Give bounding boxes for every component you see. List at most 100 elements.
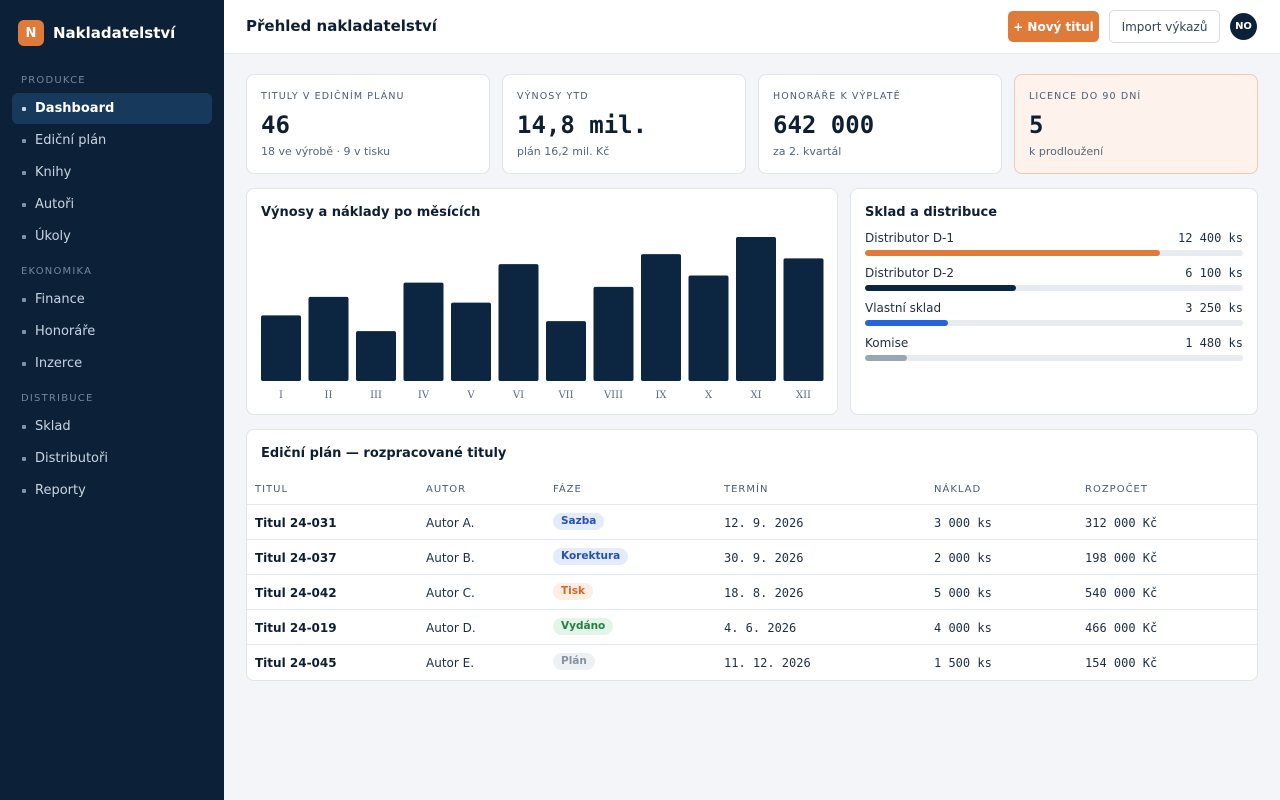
- bullet-icon: [22, 202, 26, 207]
- column-header-termin[interactable]: Termín: [724, 484, 769, 495]
- sidebar-item-label: Distributoři: [35, 451, 108, 466]
- column-header-autor[interactable]: Autor: [426, 484, 467, 495]
- kpi-label: Výnosy YTD: [517, 91, 589, 102]
- bar-IX[interactable]: [641, 254, 681, 381]
- bar-VII[interactable]: [546, 321, 586, 381]
- cell-author: Autor C.: [426, 586, 475, 600]
- kpi-value: 46: [261, 111, 290, 139]
- avatar[interactable]: NO: [1230, 13, 1257, 40]
- topbar: Přehled nakladatelství + Nový titul Impo…: [224, 0, 1280, 54]
- cell-deadline: 4. 6. 2026: [724, 621, 797, 635]
- bar-XII[interactable]: [783, 258, 824, 381]
- bar-VIII[interactable]: [593, 286, 634, 381]
- sidebar-item-knihy[interactable]: Knihy: [12, 157, 212, 188]
- import-reports-button[interactable]: Import výkazů: [1109, 10, 1220, 43]
- sidebar-item-ukoly[interactable]: Úkoly: [12, 221, 212, 252]
- bar-X[interactable]: [688, 275, 729, 381]
- revenue-bar-chart: I II III IV V VI VII VIII IX X XI XII: [261, 237, 824, 401]
- tick-label-XII: XII: [796, 390, 811, 401]
- tick-label-VII: VII: [557, 390, 573, 401]
- cell-deadline: 30. 9. 2026: [724, 551, 804, 565]
- cell-title: Titul 24-042: [255, 586, 337, 600]
- table-row[interactable]: Titul 24-045 Autor E. Plán 11. 12. 2026 …: [247, 645, 1257, 680]
- phase-badge: Vydáno: [553, 618, 614, 635]
- bullet-icon: [22, 138, 26, 143]
- cell-print-run: 4 000 ks: [934, 621, 992, 635]
- stock-value: 12 400 ks: [1177, 231, 1243, 245]
- sidebar-item-finance[interactable]: Finance: [12, 284, 212, 315]
- bullet-icon: [22, 361, 26, 366]
- tick-label-VIII: VIII: [603, 390, 623, 401]
- sidebar-item-sklad[interactable]: Sklad: [12, 411, 212, 442]
- stock-progress-fill: [865, 285, 1017, 291]
- sidebar-item-reporty[interactable]: Reporty: [12, 475, 212, 506]
- stock-progress-track: [865, 250, 1243, 256]
- cell-title: Titul 24-019: [255, 621, 337, 635]
- sidebar-item-label: Sklad: [35, 419, 71, 434]
- kpi-value: 642 000: [773, 111, 875, 139]
- brand-logo: N: [18, 20, 44, 46]
- bar-IV[interactable]: [403, 282, 444, 381]
- bar-XI[interactable]: [736, 237, 776, 381]
- sidebar-item-label: Honoráře: [35, 324, 96, 339]
- table-header-divider: [247, 504, 1257, 505]
- sidebar-item-distributori[interactable]: Distributoři: [12, 443, 212, 474]
- bar-VI[interactable]: [498, 264, 539, 381]
- stock-progress-fill: [865, 250, 1160, 256]
- table-row[interactable]: Titul 24-019 Autor D. Vydáno 4. 6. 2026 …: [247, 610, 1257, 645]
- sidebar-item-dashboard[interactable]: Dashboard: [12, 93, 212, 124]
- stock-progress-track: [865, 320, 1243, 326]
- column-header-faze[interactable]: Fáze: [553, 484, 582, 495]
- bar-I[interactable]: [261, 315, 301, 381]
- phase-badge: Korektura: [553, 548, 629, 565]
- stock-progress-track: [865, 355, 1243, 361]
- sidebar-item-autori[interactable]: Autoři: [12, 189, 212, 220]
- cell-title: Titul 24-037: [255, 551, 337, 565]
- stock-progress-track: [865, 285, 1243, 291]
- bullet-icon: [22, 456, 26, 461]
- brand-name: Nakladatelství: [53, 24, 176, 42]
- bar-V[interactable]: [451, 302, 491, 381]
- revenue-chart-card: Výnosy a náklady po měsících I II III IV V VI…: [246, 188, 838, 415]
- cell-deadline: 18. 8. 2026: [724, 586, 804, 600]
- table-row[interactable]: Titul 24-042 Autor C. Tisk 18. 8. 2026 5…: [247, 575, 1257, 610]
- sidebar-item-honorare[interactable]: Honoráře: [12, 316, 212, 347]
- stock-value: 6 100 ks: [1185, 266, 1243, 280]
- sidebar-item-edicni-plan[interactable]: Ediční plán: [12, 125, 212, 156]
- kpi-card-licences: Licence do 90 dní 5 k prodloužení: [1014, 74, 1258, 174]
- kpi-card-revenue: Výnosy YTD 14,8 mil. plán 16,2 mil. Kč: [502, 74, 746, 174]
- sidebar-item-inzerce[interactable]: Inzerce: [12, 348, 212, 379]
- bullet-icon: [22, 170, 26, 175]
- cell-author: Autor E.: [426, 656, 475, 670]
- brand[interactable]: N Nakladatelství: [18, 20, 175, 46]
- bullet-icon: [22, 424, 26, 429]
- column-header-naklad[interactable]: Náklad: [934, 484, 982, 495]
- column-header-titul[interactable]: Titul: [255, 484, 289, 495]
- new-title-button[interactable]: + Nový titul: [1008, 11, 1099, 42]
- stock-label: Distributor D-1: [865, 231, 955, 245]
- kpi-subtext: k prodloužení: [1029, 145, 1104, 158]
- bar-III[interactable]: [356, 331, 396, 381]
- stock-progress-fill: [865, 355, 907, 361]
- kpi-card-titles: Tituly v edičním plánu 46 18 ve výrobě ·…: [246, 74, 490, 174]
- tick-label-III: III: [370, 390, 382, 401]
- table-row[interactable]: Titul 24-031 Autor A. Sazba 12. 9. 2026 …: [247, 505, 1257, 540]
- sidebar-item-label: Reporty: [35, 483, 86, 498]
- sidebar-item-label: Finance: [35, 292, 85, 307]
- sidebar-item-label: Inzerce: [35, 356, 83, 371]
- column-header-rozpocet[interactable]: Rozpočet: [1085, 484, 1148, 495]
- sidebar-item-label: Dashboard: [35, 101, 115, 116]
- kpi-label: Tituly v edičním plánu: [261, 91, 405, 102]
- tick-label-V: V: [466, 390, 475, 401]
- chart-title: Výnosy a náklady po měsících: [261, 205, 481, 220]
- table-row[interactable]: Titul 24-037 Autor B. Korektura 30. 9. 2…: [247, 540, 1257, 575]
- cell-title: Titul 24-045: [255, 656, 337, 670]
- phase-badge: Plán: [553, 653, 595, 670]
- kpi-subtext: plán 16,2 mil. Kč: [517, 145, 610, 158]
- cell-deadline: 12. 9. 2026: [724, 516, 804, 530]
- bar-II[interactable]: [308, 296, 349, 381]
- sidebar-item-label: Ediční plán: [35, 133, 107, 148]
- tick-label-VI: VI: [512, 390, 524, 401]
- bullet-icon: [22, 234, 26, 239]
- kpi-subtext: 18 ve výrobě · 9 v tisku: [261, 145, 391, 158]
